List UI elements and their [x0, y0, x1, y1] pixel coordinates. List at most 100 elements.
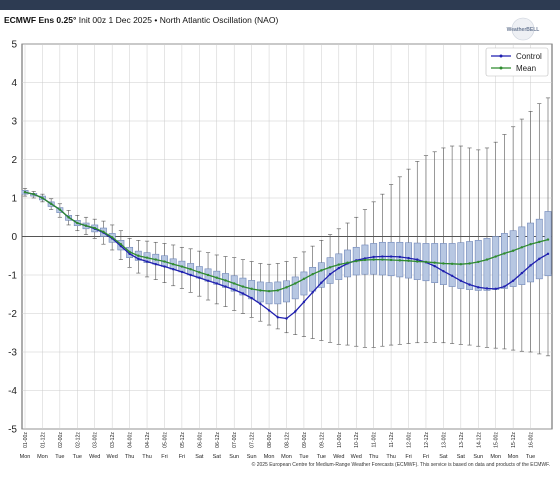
mean-point — [450, 262, 454, 266]
x-tick-label: 06-12z — [215, 432, 221, 448]
control-point — [546, 252, 550, 256]
x-tick-label: 13-12z — [459, 432, 465, 448]
mean-point — [67, 216, 70, 219]
x-day-label: Fri — [179, 454, 185, 460]
x-tick-label: 15-00z — [494, 432, 500, 448]
mean-point — [459, 263, 463, 266]
ensemble-box — [317, 262, 325, 288]
control-point — [433, 264, 436, 268]
x-tick-label: 05-00z — [162, 432, 168, 448]
x-day-label: Wed — [351, 454, 362, 460]
x-tick-label: 06-00z — [197, 432, 203, 448]
control-point — [259, 302, 262, 306]
x-tick-label: 02-00z — [58, 432, 64, 448]
control-point — [163, 265, 166, 268]
x-day-label: Tue — [317, 454, 326, 460]
x-tick-label: 08-00z — [267, 432, 273, 448]
control-point — [145, 260, 149, 263]
y-tick-label: 5 — [11, 40, 17, 51]
ensemble-box — [457, 242, 465, 289]
x-day-label: Tue — [299, 454, 308, 460]
x-tick-label: 07-12z — [250, 432, 256, 448]
mean-point — [49, 202, 53, 205]
control-point — [224, 285, 227, 288]
control-point — [529, 264, 532, 267]
mean-point — [520, 246, 524, 249]
control-point — [171, 268, 175, 271]
y-tick-label: 1 — [11, 194, 17, 205]
x-tick-label: 10-12z — [354, 432, 360, 448]
mean-point — [477, 260, 480, 264]
control-point — [511, 279, 515, 282]
mean-point — [163, 260, 166, 263]
x-day-label: Sun — [229, 454, 239, 460]
x-day-label: Thu — [125, 454, 134, 460]
mean-point — [372, 258, 375, 261]
x-day-label: Mon — [490, 454, 501, 460]
x-tick-label: 07-00z — [232, 432, 238, 448]
mean-point — [23, 191, 27, 194]
ensemble-box — [291, 276, 299, 300]
control-point — [267, 309, 271, 312]
ensemble-box — [466, 241, 473, 290]
x-day-label: Mon — [264, 454, 275, 460]
x-day-label: Tue — [526, 454, 535, 460]
y-tick-label: 0 — [11, 232, 17, 243]
mean-point — [267, 289, 271, 293]
legend-label: Control — [516, 52, 542, 61]
chart-title: ECMWF Ens 0.25° Init 00z 1 Dec 2025 • No… — [4, 15, 278, 25]
ensemble-box — [527, 222, 535, 283]
mean-point — [119, 243, 123, 246]
mean-point — [180, 265, 184, 268]
y-tick-label: 4 — [11, 78, 17, 89]
mean-point — [485, 258, 489, 261]
x-tick-label: 03-12z — [110, 432, 116, 448]
mean-point — [424, 260, 428, 264]
mean-point — [76, 221, 79, 225]
legend-marker — [499, 66, 503, 70]
ensemble-box — [544, 211, 552, 277]
mean-point — [171, 263, 175, 266]
control-point — [241, 292, 245, 295]
mean-point — [503, 252, 506, 255]
mean-point — [110, 236, 114, 239]
control-point — [206, 279, 210, 282]
control-point — [503, 285, 506, 288]
x-day-label: Tue — [73, 454, 82, 460]
mean-point — [511, 249, 515, 252]
x-tick-label: 01-12z — [40, 432, 46, 448]
mean-point — [189, 268, 192, 271]
legend-marker — [499, 54, 503, 58]
mean-point — [381, 258, 384, 261]
mean-point — [285, 286, 288, 289]
control-point — [381, 255, 384, 258]
x-tick-label: 13-00z — [441, 432, 447, 448]
mean-point — [154, 258, 157, 261]
control-point — [416, 258, 419, 261]
control-point — [538, 257, 541, 261]
mean-point — [389, 258, 393, 262]
control-point — [285, 317, 288, 320]
mean-point — [241, 285, 245, 288]
x-tick-label: 03-00z — [93, 432, 99, 448]
x-tick-label: 04-12z — [145, 432, 151, 448]
x-tick-label: 11-12z — [389, 432, 395, 448]
ensemble-box — [256, 281, 264, 303]
title-bullet: • — [154, 15, 158, 25]
index-name: North Atlantic Oscillation (NAO) — [159, 15, 279, 25]
x-tick-label: 10-00z — [337, 432, 343, 448]
ensemble-box — [265, 282, 273, 305]
control-point — [302, 300, 306, 304]
control-point — [180, 270, 184, 274]
mean-point — [311, 273, 314, 276]
x-tick-label: 02-12z — [75, 432, 81, 448]
control-point — [233, 288, 236, 291]
control-point — [320, 281, 323, 284]
x-day-label: Fri — [405, 454, 411, 460]
x-day-label: Thu — [369, 454, 378, 460]
mean-point — [320, 269, 323, 272]
x-day-label: Sun — [247, 454, 257, 460]
control-point — [198, 276, 201, 279]
control-point — [137, 257, 140, 261]
y-tick-label: -2 — [8, 309, 17, 320]
